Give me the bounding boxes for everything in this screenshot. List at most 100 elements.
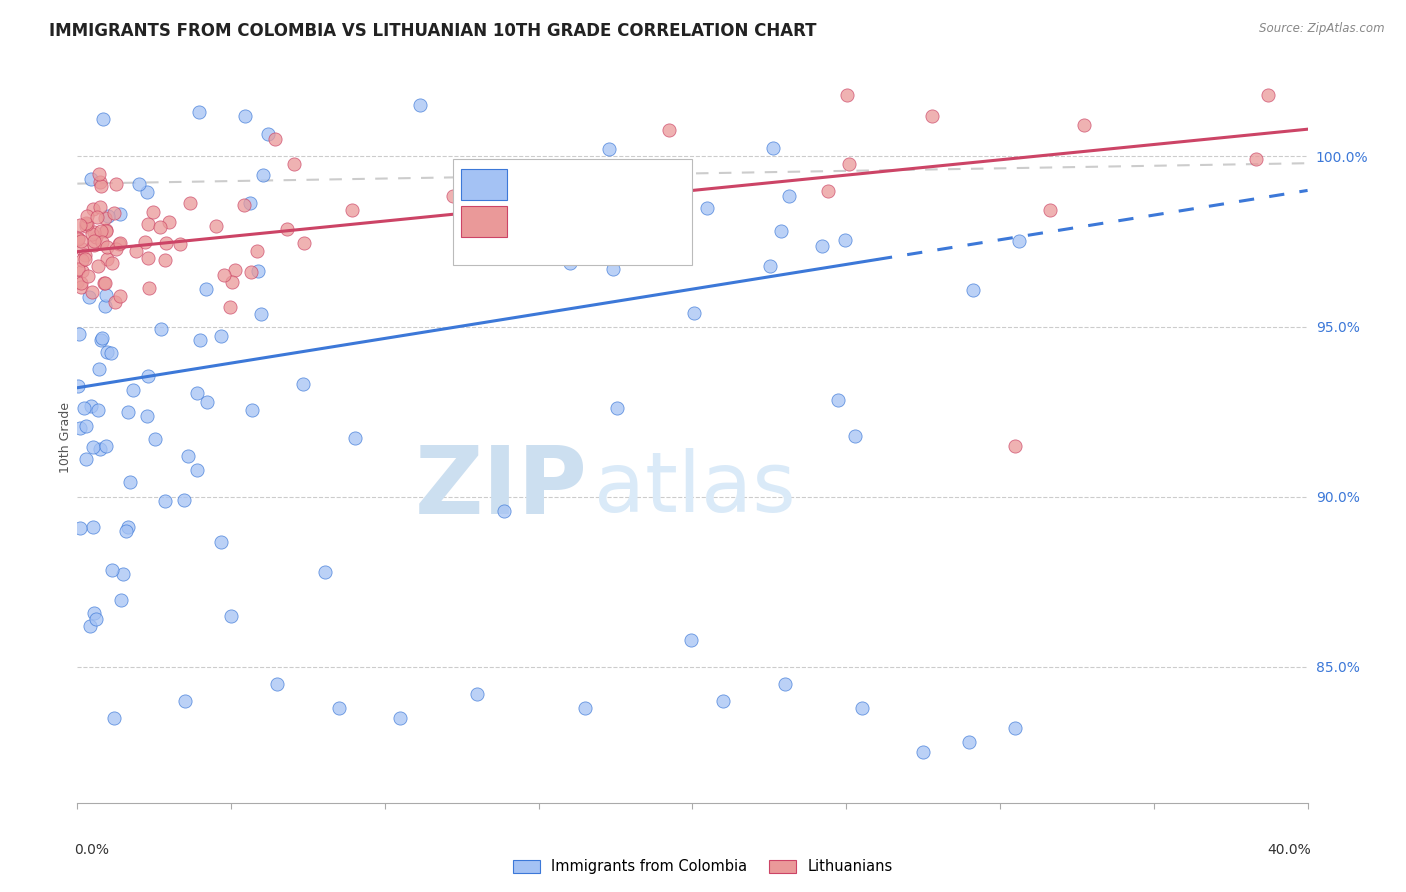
Point [111,567,134,582]
Point [264,132,287,146]
Point [574,700,596,714]
Point [221,276,243,290]
Point [328,700,350,714]
Point [67,378,90,392]
Point [1008,235,1031,249]
Point [70,242,93,256]
Point [87,403,110,417]
Point [125,244,148,258]
Point [135,186,157,200]
Point [82,202,104,216]
FancyBboxPatch shape [461,169,506,200]
Point [1257,87,1279,102]
Point [136,217,159,231]
Point [957,734,980,748]
Point [94,276,117,290]
Point [80,285,103,299]
Point [86,210,108,224]
Point [66,275,89,289]
Point [209,534,232,549]
Point [621,164,644,178]
Point [606,401,628,415]
Point [762,141,785,155]
Point [75,216,97,230]
Point [105,178,128,192]
Point [97,210,120,224]
Point [89,175,111,189]
Point [83,225,105,239]
Y-axis label: 10th Grade: 10th Grade [59,401,72,473]
Point [769,224,792,238]
Point [224,263,246,277]
Point [778,189,800,203]
Point [94,299,117,313]
Point [120,475,142,489]
FancyBboxPatch shape [461,206,506,236]
Point [84,612,107,626]
Point [240,402,263,417]
Point [100,563,122,577]
Point [104,294,127,309]
Point [292,236,315,251]
Point [80,399,103,413]
Point [153,252,176,267]
Point [844,429,866,443]
Point [91,235,114,249]
Point [69,234,91,248]
Point [851,700,873,714]
Point [457,222,479,236]
Point [219,608,242,623]
Point [121,383,143,397]
Point [276,222,298,236]
Point [94,211,117,225]
Text: 0.0%: 0.0% [73,843,108,857]
Point [157,215,180,229]
Point [96,345,118,359]
Point [758,259,780,273]
Point [82,520,104,534]
Point [75,418,97,433]
Point [150,322,173,336]
Point [105,242,128,256]
Point [912,745,935,759]
Point [188,105,211,120]
Point [252,168,274,182]
Point [409,98,432,112]
Point [80,171,103,186]
Point [94,223,117,237]
Point [711,694,734,708]
Point [70,276,93,290]
Point [103,206,125,220]
Point [128,178,150,192]
Point [83,234,105,248]
Point [149,220,172,235]
Point [494,504,516,518]
Point [75,252,97,266]
Point [233,198,256,212]
Point [75,219,97,234]
Point [962,283,984,297]
Point [67,327,90,342]
Point [389,711,412,725]
Point [69,421,91,435]
Point [212,268,235,282]
Point [89,442,111,456]
Point [811,239,834,253]
Point [87,259,110,273]
Point [90,179,112,194]
Point [96,224,118,238]
Point [83,606,105,620]
Point [76,217,98,231]
Point [602,262,624,277]
Point [838,157,860,171]
Point [194,282,217,296]
Point [83,238,105,252]
Point [72,253,94,268]
Point [79,619,101,633]
Point [90,333,112,347]
Point [510,186,533,200]
Point [169,236,191,251]
Point [117,404,139,418]
Point [174,694,197,708]
Point [246,263,269,277]
